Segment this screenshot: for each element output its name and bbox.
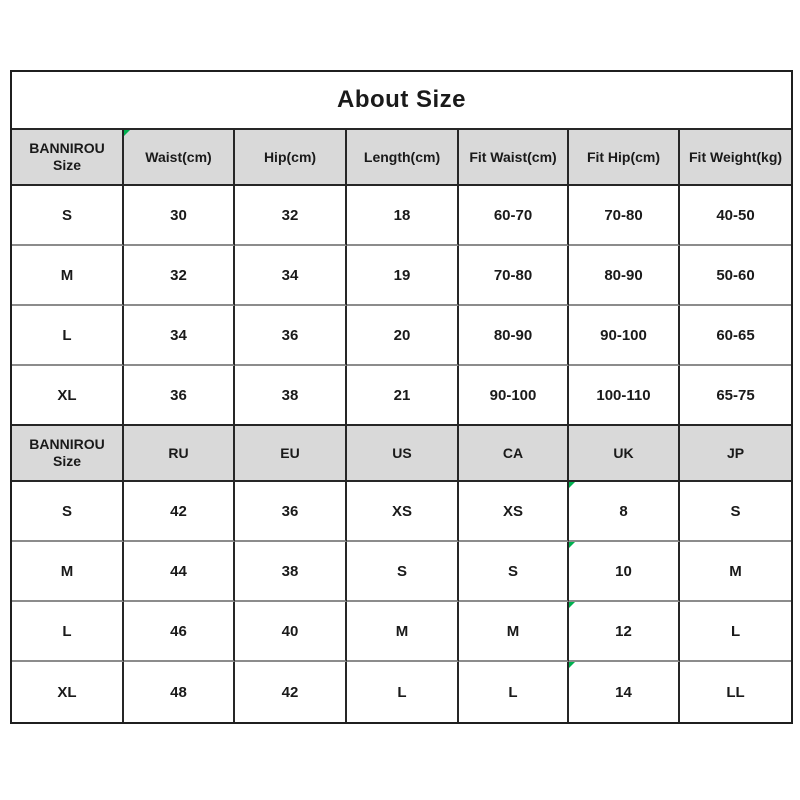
column-header-us: US <box>347 426 459 482</box>
value-cell: 38 <box>235 366 347 426</box>
value-cell: 34 <box>124 306 235 366</box>
value-cell: 36 <box>235 482 347 542</box>
column-header-brand-size: BANNIROU Size <box>12 130 124 186</box>
value-cell: 19 <box>347 246 459 306</box>
value-cell: 80-90 <box>459 306 569 366</box>
value-cell: 10 <box>569 542 680 602</box>
measurement-header-row: BANNIROU Size Waist(cm) Hip(cm) Length(c… <box>12 130 792 186</box>
size-chart-container: About Size BANNIROU Size Waist(cm) Hip(c… <box>10 70 794 724</box>
value-cell: XS <box>347 482 459 542</box>
table-row-measurement-xl: XL 36 38 21 90-100 100-110 65-75 <box>12 366 792 426</box>
value-cell: 90-100 <box>459 366 569 426</box>
value-cell: 60-70 <box>459 186 569 246</box>
green-corner-marker <box>569 662 575 668</box>
value-label: 8 <box>619 502 628 520</box>
value-cell: 30 <box>124 186 235 246</box>
value-cell: 65-75 <box>680 366 792 426</box>
value-cell: 70-80 <box>569 186 680 246</box>
table-row-measurement-m: M 32 34 19 70-80 80-90 50-60 <box>12 246 792 306</box>
title-row: About Size <box>12 72 792 130</box>
value-cell: 18 <box>347 186 459 246</box>
value-cell: 12 <box>569 602 680 662</box>
value-cell: M <box>347 602 459 662</box>
value-cell: S <box>459 542 569 602</box>
row-size-label: XL <box>12 662 124 722</box>
value-cell: 42 <box>124 482 235 542</box>
value-cell: 70-80 <box>459 246 569 306</box>
column-header-uk: UK <box>569 426 680 482</box>
value-cell: L <box>680 602 792 662</box>
table-row-conversion-m: M 44 38 S S 10 M <box>12 542 792 602</box>
value-cell: L <box>347 662 459 722</box>
value-cell: 20 <box>347 306 459 366</box>
value-cell: 40 <box>235 602 347 662</box>
value-label: 14 <box>615 683 632 701</box>
value-cell: 32 <box>235 186 347 246</box>
column-header-ru: RU <box>124 426 235 482</box>
value-cell: 21 <box>347 366 459 426</box>
value-cell: 80-90 <box>569 246 680 306</box>
value-cell: 50-60 <box>680 246 792 306</box>
table-row-conversion-l: L 46 40 M M 12 L <box>12 602 792 662</box>
row-size-label: M <box>12 246 124 306</box>
value-cell: S <box>680 482 792 542</box>
column-header-fit-hip: Fit Hip(cm) <box>569 130 680 186</box>
value-cell: L <box>459 662 569 722</box>
column-header-fit-weight: Fit Weight(kg) <box>680 130 792 186</box>
value-cell: 32 <box>124 246 235 306</box>
conversion-header-row: BANNIROU Size RU EU US CA UK JP <box>12 426 792 482</box>
green-corner-marker <box>569 602 575 608</box>
column-header-label: Waist(cm) <box>145 149 212 165</box>
column-header-jp: JP <box>680 426 792 482</box>
row-size-label: S <box>12 186 124 246</box>
row-size-label: M <box>12 542 124 602</box>
green-corner-marker <box>124 130 130 136</box>
value-cell: 8 <box>569 482 680 542</box>
value-cell: LL <box>726 683 745 701</box>
row-size-label: L <box>12 306 124 366</box>
value-cell: 44 <box>124 542 235 602</box>
value-label: 10 <box>615 562 632 580</box>
value-label: 12 <box>615 622 632 640</box>
row-size-label: L <box>12 602 124 662</box>
value-cell: 14 <box>569 662 680 722</box>
value-cell: 42 <box>235 662 347 722</box>
size-chart-table: About Size BANNIROU Size Waist(cm) Hip(c… <box>10 70 794 724</box>
value-cell: 48 <box>124 662 235 722</box>
value-cell: 38 <box>235 542 347 602</box>
table-row-measurement-s: S 30 32 18 60-70 70-80 40-50 <box>12 186 792 246</box>
value-cell: 36 <box>235 306 347 366</box>
value-cell: 46 <box>124 602 235 662</box>
value-cell: 60-65 <box>680 306 792 366</box>
page-title: About Size <box>12 72 792 130</box>
value-cell: M <box>459 602 569 662</box>
column-header-hip: Hip(cm) <box>235 130 347 186</box>
value-cell: 34 <box>235 246 347 306</box>
value-cell: 36 <box>124 366 235 426</box>
column-header-brand-size: BANNIROU Size <box>12 426 124 482</box>
column-header-length: Length(cm) <box>347 130 459 186</box>
value-cell: 100-110 <box>569 366 680 426</box>
column-header-ca: CA <box>459 426 569 482</box>
value-cell: XS <box>459 482 569 542</box>
column-header-waist: Waist(cm) <box>124 130 235 186</box>
column-header-fit-waist: Fit Waist(cm) <box>459 130 569 186</box>
table-row-measurement-l: L 34 36 20 80-90 90-100 60-65 <box>12 306 792 366</box>
green-corner-marker <box>569 482 575 488</box>
table-row-conversion-xl: XL 48 42 L L 14 LL <box>12 662 791 722</box>
row-size-label: S <box>12 482 124 542</box>
green-corner-marker <box>569 542 575 548</box>
column-header-eu: EU <box>235 426 347 482</box>
value-cell: 40-50 <box>680 186 792 246</box>
value-cell: M <box>680 542 792 602</box>
value-cell: S <box>347 542 459 602</box>
row-size-label: XL <box>12 366 124 426</box>
value-cell: 90-100 <box>569 306 680 366</box>
table-row-conversion-s: S 42 36 XS XS 8 S <box>12 482 792 542</box>
